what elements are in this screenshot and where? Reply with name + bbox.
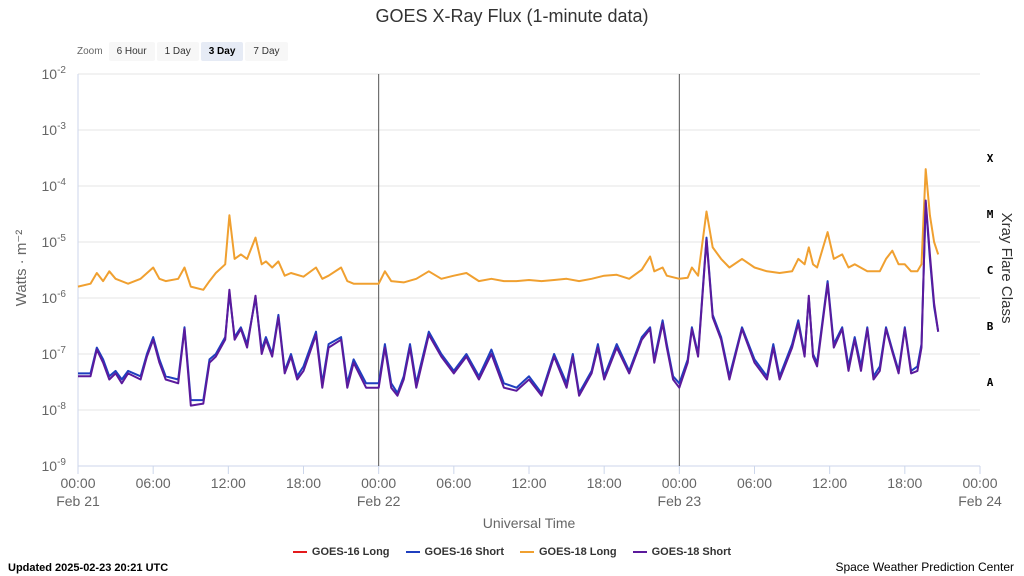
zoom-6-hour-button[interactable]: 6 Hour: [108, 41, 155, 61]
legend-goes18-long[interactable]: GOES-18 Long: [520, 546, 617, 558]
flare-class-labels: X M C B A: [987, 152, 994, 389]
flare-class-label: C: [987, 264, 994, 277]
x-tick-date-label: Feb 23: [658, 493, 702, 509]
flare-class-label: X: [987, 152, 994, 165]
flare-class-label: A: [987, 376, 994, 389]
y-tick-label: 10-3: [42, 121, 67, 138]
x-tick-date-label: Feb 21: [56, 493, 100, 509]
credit-text: Space Weather Prediction Center: [835, 560, 1014, 574]
x-tick-date-label: Feb 24: [958, 493, 1002, 509]
y-tick-label: 10-5: [42, 233, 67, 250]
y-tick-label: 10-9: [42, 457, 67, 474]
day-separator-lines: [378, 74, 680, 466]
y-axis-ticks: 10-2 10-3 10-4 10-5 10-6 10-7 10-8 10-9: [42, 65, 67, 474]
legend-goes18-short[interactable]: GOES-18 Short: [632, 546, 732, 558]
x-tick-label: 00:00: [662, 475, 697, 491]
flare-class-label: M: [987, 208, 994, 221]
zoom-label: Zoom: [77, 45, 103, 57]
x-tick-label: 12:00: [511, 475, 546, 491]
chart-legend: GOES-16 Long GOES-16 Short GOES-18 Long …: [0, 546, 1024, 558]
flare-class-label: B: [987, 320, 994, 333]
chart-title: GOES X-Ray Flux (1-minute data): [375, 6, 649, 26]
x-tick-date-label: Feb 22: [357, 493, 401, 509]
x-tick-label: 00:00: [361, 475, 396, 491]
legend-swatch: [632, 551, 647, 553]
x-tick-label: 06:00: [436, 475, 471, 491]
series-line-goes-18-long: [77, 168, 940, 291]
legend-swatch: [292, 551, 307, 553]
y-tick-label: 10-6: [42, 289, 67, 306]
x-axis-label: Universal Time: [483, 515, 576, 531]
legend-goes16-short[interactable]: GOES-16 Short: [405, 546, 504, 558]
legend-label: GOES-16 Long: [311, 546, 390, 558]
zoom-3-day-button[interactable]: 3 Day: [200, 41, 244, 61]
zoom-controls: Zoom 6 Hour 1 Day 3 Day 7 Day: [77, 40, 290, 62]
plot-area[interactable]: [78, 74, 980, 466]
plot-background: [78, 74, 980, 466]
legend-goes16-long[interactable]: GOES-16 Long: [292, 546, 390, 558]
y-tick-label: 10-8: [42, 401, 67, 418]
series-line-goes-18-short: [78, 199, 940, 407]
x-tick-label: 06:00: [136, 475, 171, 491]
legend-swatch: [405, 551, 420, 553]
x-tick-label: 12:00: [812, 475, 847, 491]
y-tick-label: 10-7: [42, 345, 67, 362]
y2-axis-label: Xray Flare Class: [998, 213, 1015, 324]
zoom-7-day-button[interactable]: 7 Day: [245, 41, 288, 61]
x-tick-label: 06:00: [737, 475, 772, 491]
y-tick-label: 10-4: [42, 177, 67, 194]
x-tick-label: 18:00: [286, 475, 321, 491]
y-tick-label: 10-2: [42, 65, 67, 82]
legend-label: GOES-18 Short: [651, 546, 732, 558]
updated-timestamp: Updated 2025-02-23 20:21 UTC: [8, 562, 169, 574]
x-tick-label: 00:00: [962, 475, 997, 491]
x-tick-label: 00:00: [60, 475, 95, 491]
x-tick-label: 18:00: [587, 475, 622, 491]
y-axis-label: Watts · m⁻²: [13, 230, 30, 307]
legend-swatch: [520, 551, 534, 553]
legend-label: GOES-18 Long: [539, 546, 617, 558]
x-tick-label: 18:00: [887, 475, 922, 491]
x-tick-label: 12:00: [211, 475, 246, 491]
series-layer: [77, 168, 940, 407]
zoom-1-day-button[interactable]: 1 Day: [156, 41, 199, 61]
x-axis-ticks: 00:00 Feb 21 06:00 12:00 18:00 00:00 Feb 22 06:…: [56, 466, 1002, 509]
legend-label: GOES-16 Short: [424, 546, 504, 558]
